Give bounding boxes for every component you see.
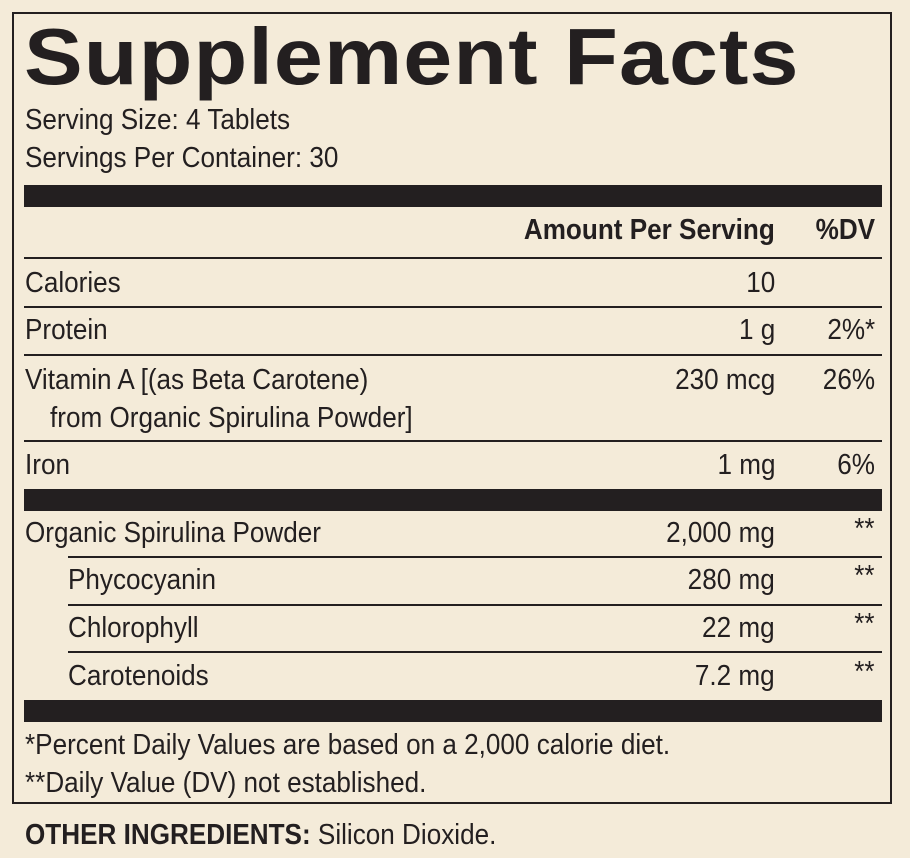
- rule: [24, 440, 882, 442]
- ingredient-dv: **: [854, 560, 875, 592]
- nutrient-name: Calories: [25, 267, 121, 299]
- ingredient-amount: 2,000 mg: [666, 517, 775, 549]
- servings-per-container: Servings Per Container: 30: [25, 142, 339, 174]
- rule: [24, 257, 882, 259]
- nutrient-name-continued: from Organic Spirulina Powder]: [50, 402, 413, 434]
- nutrient-dv: 2%*: [827, 314, 875, 346]
- other-ingredients-text: Silicon Dioxide.: [317, 819, 497, 851]
- footnote: *Percent Daily Values are based on a 2,0…: [25, 729, 671, 761]
- thick-bar: [24, 489, 882, 511]
- nutrient-name: Vitamin A [(as Beta Carotene): [25, 364, 369, 396]
- ingredient-dv: **: [854, 513, 875, 545]
- label-border: [12, 12, 892, 804]
- ingredient-amount: 7.2 mg: [695, 660, 775, 692]
- thick-bar: [24, 185, 882, 207]
- ingredient-amount: 280 mg: [687, 564, 775, 596]
- column-header: %DV: [815, 214, 875, 246]
- serving-size: Serving Size: 4 Tablets: [25, 104, 291, 136]
- nutrient-dv: 6%: [837, 449, 875, 481]
- thick-bar: [24, 700, 882, 722]
- nutrient-amount: 1 mg: [716, 449, 775, 481]
- rule: [24, 306, 882, 308]
- ingredient-name: Phycocyanin: [68, 564, 216, 596]
- ingredient-name: Chlorophyll: [68, 612, 199, 644]
- nutrient-dv: 26%: [822, 364, 875, 396]
- rule: [68, 604, 882, 606]
- ingredient-dv: **: [854, 608, 875, 640]
- nutrient-name: Protein: [25, 314, 108, 346]
- ingredient-dv: **: [854, 656, 875, 688]
- other-ingredients: OTHER INGREDIENTS: Silicon Dioxide.: [25, 818, 496, 852]
- rule: [68, 651, 882, 653]
- ingredient-name: Carotenoids: [68, 660, 209, 692]
- nutrient-name: Iron: [25, 449, 70, 481]
- rule: [24, 354, 882, 356]
- nutrient-amount: 10: [745, 267, 775, 299]
- nutrient-amount: 1 g: [738, 314, 775, 346]
- column-header: Amount Per Serving: [524, 214, 775, 246]
- ingredient-name: Organic Spirulina Powder: [25, 517, 321, 549]
- title: Supplement Facts: [24, 12, 800, 101]
- other-ingredients-label: OTHER INGREDIENTS:: [25, 819, 311, 851]
- ingredient-amount: 22 mg: [702, 612, 775, 644]
- footnote: **Daily Value (DV) not established.: [25, 767, 427, 799]
- rule: [68, 556, 882, 558]
- nutrient-amount: 230 mcg: [674, 364, 775, 396]
